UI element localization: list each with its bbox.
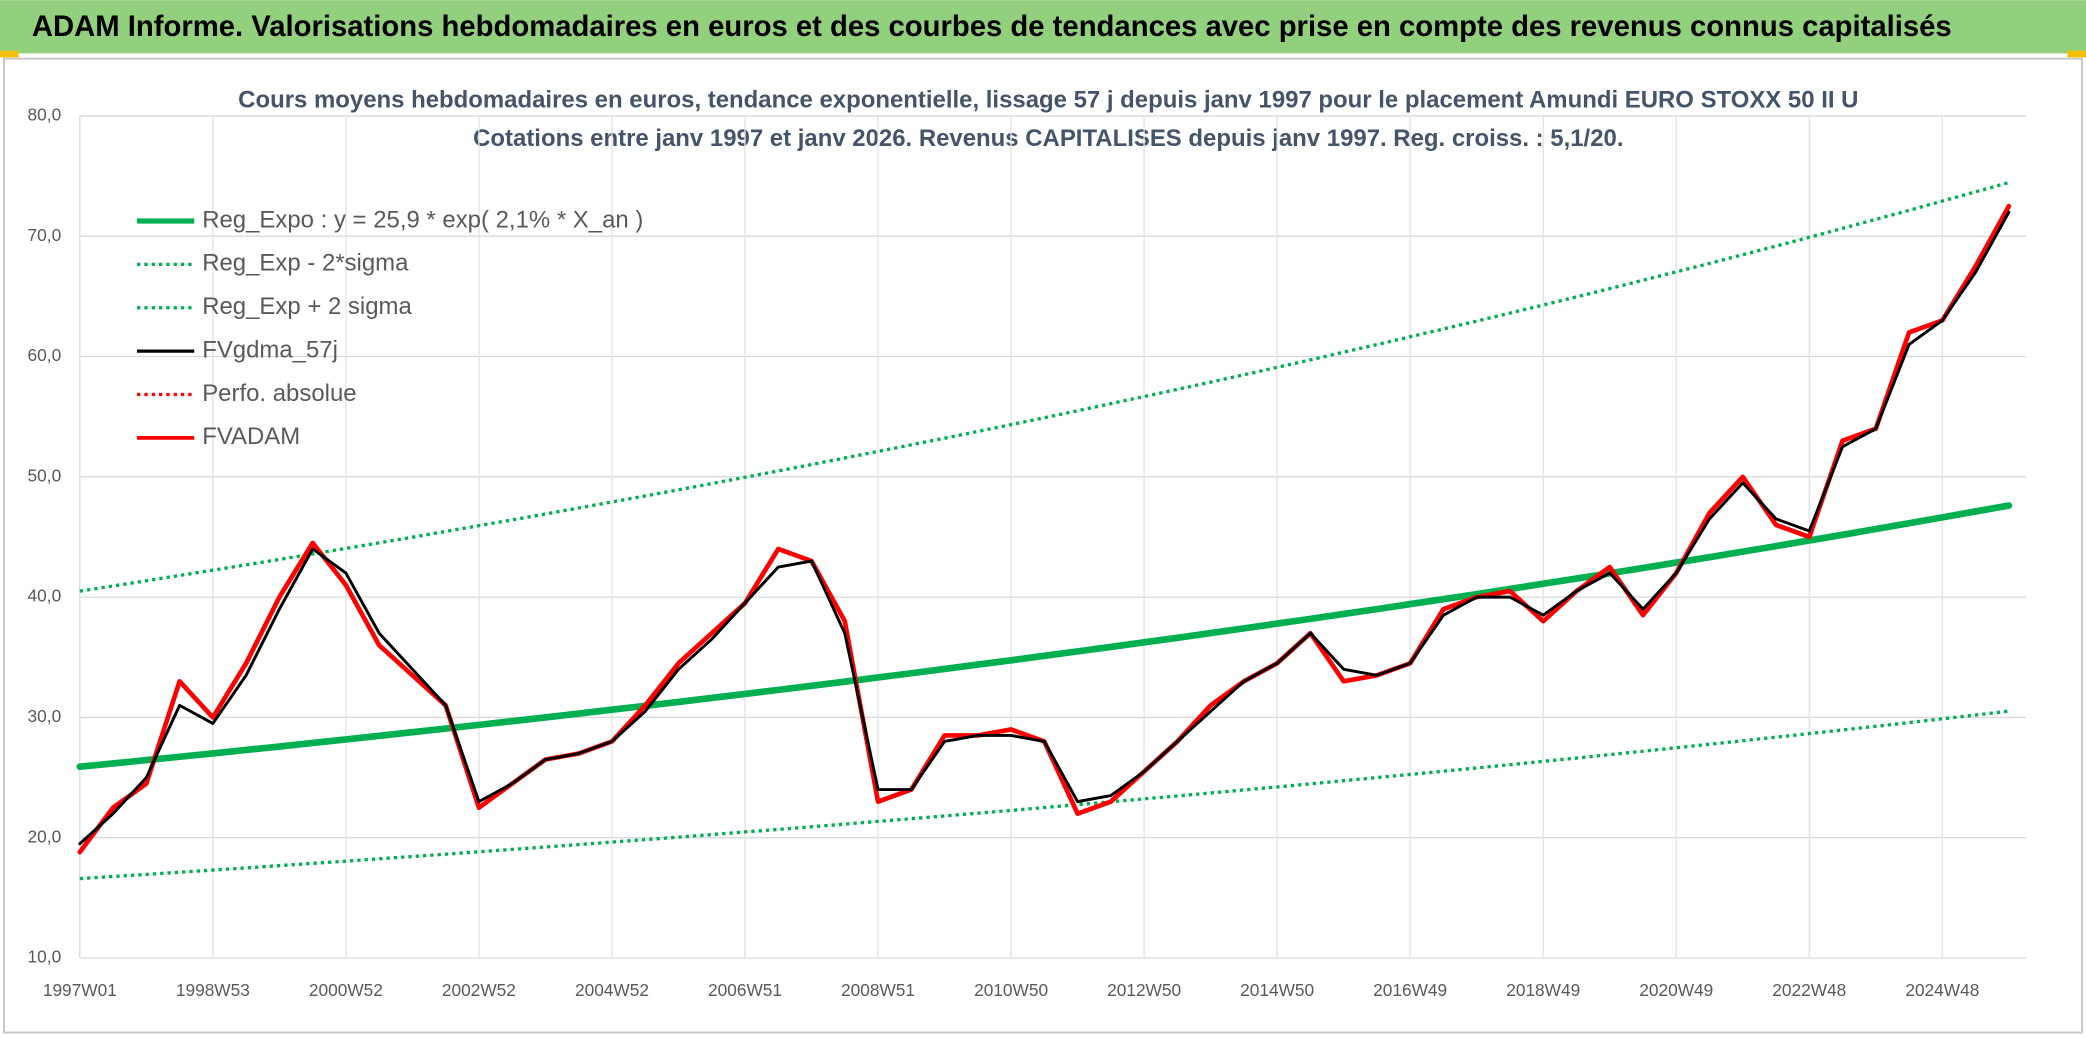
y-tick-label: 50,0 [28,465,62,485]
page-title: ADAM Informe. Valorisations hebdomadaire… [32,11,1952,43]
grid: 10,0 20,0 30,0 40,0 50,0 60,0 70,0 80,0 1997W01 1… [28,104,2027,1000]
series-line [79,709,2010,881]
legend-label: Reg_Exp + 2 sigma [202,293,412,320]
x-tick-label: 2014W50 [1240,980,1314,1000]
x-tick-label: 2018W49 [1506,980,1580,1000]
legend: Reg_Expo : y = 25,9 * exp( 2,1% * X_an )… [137,206,643,450]
y-tick-label: 40,0 [28,586,62,606]
x-tick-label: 2000W52 [309,980,383,1000]
y-tick-label: 70,0 [28,225,62,245]
y-tick-label: 20,0 [28,826,62,846]
series-line [76,502,2013,771]
y-tick-label: 10,0 [28,947,62,967]
x-tick-label: 1997W01 [43,980,117,1000]
y-tick-label: 80,0 [28,104,62,124]
corner [2067,50,2086,58]
corner [0,50,19,58]
x-tick-label: 2020W49 [1639,980,1713,1000]
x-tick-label: 2004W52 [575,980,649,1000]
x-tick-label: 2012W50 [1107,980,1181,1000]
x-tick-label: 2006W51 [708,980,782,1000]
series-line [79,180,2010,593]
chart-subtitle: Cours moyens hebdomadaires en euros, ten… [238,87,1858,114]
legend-label: Perfo. absolue [202,380,356,407]
y-tick-label: 60,0 [28,345,62,365]
plot [76,180,2013,881]
legend-label: Reg_Expo : y = 25,9 * exp( 2,1% * X_an ) [202,206,643,233]
x-tick-label: 2016W49 [1373,980,1447,1000]
x-tick-label: 2002W52 [442,980,516,1000]
x-tick-label: 2024W48 [1905,980,1979,1000]
legend-label: FVADAM [202,423,300,450]
legend-label: FVgdma_57j [202,336,338,363]
series-line [78,210,2011,846]
y-tick-label: 30,0 [28,706,62,726]
x-tick-label: 2008W51 [841,980,915,1000]
x-tick-label: 2022W48 [1772,980,1846,1000]
chart-frame [2,57,2084,1034]
x-tick-label: 2010W50 [974,980,1048,1000]
title-bar [0,0,2086,54]
x-tick-label: 1998W53 [176,980,250,1000]
chart-subtitle: Cotations entre janv 1997 et janv 2026. … [473,125,1623,152]
legend-label: Reg_Exp - 2*sigma [202,250,409,277]
